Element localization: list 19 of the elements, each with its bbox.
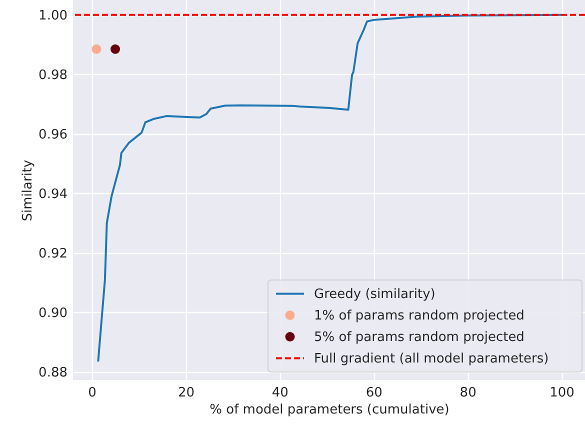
y-axis-title: Similarity — [20, 159, 36, 222]
y-tick-label: 0.98 — [38, 68, 68, 83]
x-axis-title: % of model parameters (cumulative) — [210, 402, 450, 418]
legend-label: 1% of params random projected — [314, 308, 524, 324]
legend-label: 5% of params random projected — [314, 330, 524, 345]
y-tick-label: 0.96 — [38, 127, 68, 142]
y-tick-label: 0.94 — [38, 186, 68, 202]
y-tick-label: 0.90 — [38, 306, 68, 321]
y-tick-label: 1.00 — [38, 8, 68, 24]
y-tick-label: 0.88 — [38, 365, 68, 380]
x-tick-label: 40 — [272, 386, 288, 400]
legend-label: Greedy (similarity) — [314, 286, 436, 302]
x-tick-label: 100 — [550, 386, 574, 400]
x-tick-label: 0 — [88, 386, 96, 400]
y-tick-label: 0.92 — [38, 246, 68, 262]
x-tick-label: 20 — [178, 386, 195, 400]
x-tick-label: 80 — [460, 386, 476, 400]
legend-label: Full gradient (all model parameters) — [314, 351, 549, 366]
x-tick-label: 60 — [366, 386, 382, 400]
